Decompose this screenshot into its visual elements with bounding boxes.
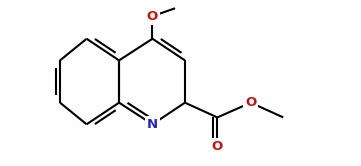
Text: N: N [147,118,158,131]
Text: O: O [212,140,223,153]
Text: O: O [147,10,158,23]
Text: O: O [245,96,256,109]
